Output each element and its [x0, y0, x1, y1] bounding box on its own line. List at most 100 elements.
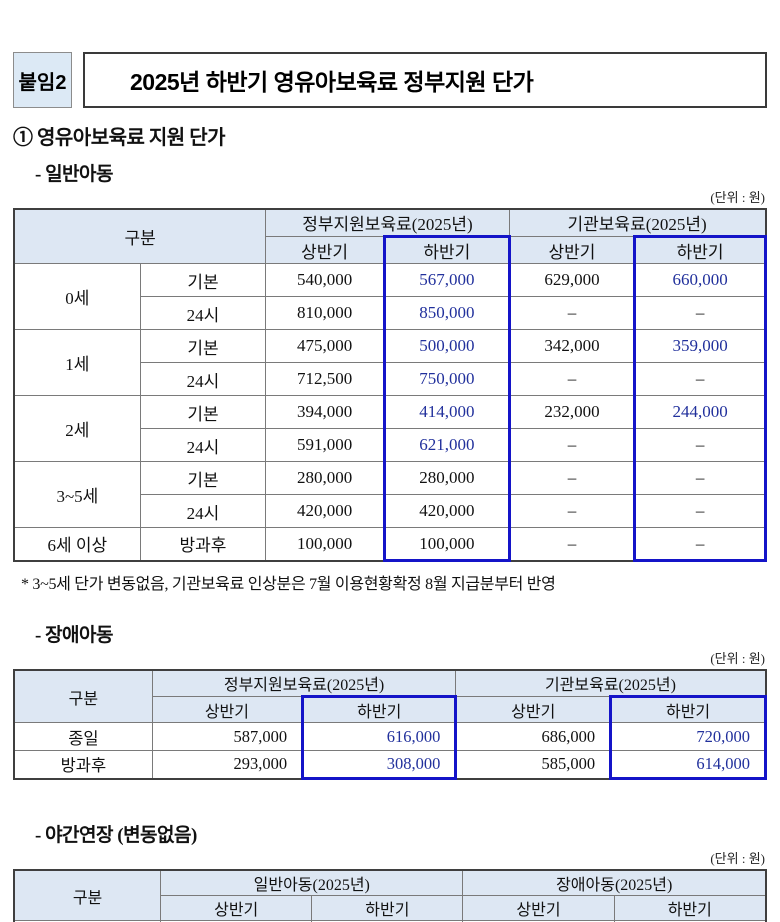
- value-cell: 5,000: [613, 920, 767, 922]
- column-header-first-half: 상반기: [265, 236, 385, 264]
- type-cell: 기본: [139, 395, 267, 429]
- column-header-second-half: 하반기: [311, 895, 464, 921]
- value-cell: 500,000: [382, 329, 511, 363]
- subheading-general-children: - 일반아동: [35, 164, 114, 185]
- value-cell: –: [508, 362, 636, 396]
- value-cell: 420,000: [382, 494, 511, 528]
- column-header-first-half: 상반기: [151, 696, 304, 723]
- document-title: 2025년 하반기 영유아보육료 정부지원 단가: [83, 52, 767, 108]
- value-cell: –: [508, 296, 636, 330]
- type-cell: 기본: [139, 461, 267, 495]
- table-footnote: * 3~5세 단가 변동없음, 기관보육료 인상분은 7월 이용현황확정 8월 …: [21, 576, 556, 593]
- table-row: 3~5세 기본 280,000 280,000 – –: [13, 461, 767, 528]
- value-cell: 100,000: [265, 527, 385, 561]
- unit-label: (단위 : 원): [710, 851, 765, 866]
- column-header-first-half: 상반기: [508, 236, 636, 264]
- age-cell: 0세: [13, 263, 141, 330]
- subheading-night-extension: - 야간연장 (변동없음): [35, 825, 197, 846]
- type-cell: 24시: [139, 296, 267, 330]
- value-cell: 750,000: [382, 362, 511, 396]
- value-cell: 414,000: [382, 395, 511, 429]
- table-disabled-children: 구분 정부지원보육료(2025년) 기관보육료(2025년) 상반기 하반기 상…: [13, 669, 767, 780]
- table-night-extension: 구분 일반아동(2025년) 장애아동(2025년) 상반기 하반기 상반기 하…: [13, 869, 767, 922]
- subheading-disabled-children: - 장애아동: [35, 625, 114, 646]
- type-cell: 기본: [139, 263, 267, 297]
- type-cell: 24시: [139, 362, 267, 396]
- attachment-badge: 붙임2: [13, 52, 72, 108]
- table-row: 24시 712,500 750,000 – –: [14, 362, 767, 396]
- column-header-category: 구분: [13, 669, 153, 723]
- value-cell: 540,000: [265, 263, 385, 297]
- value-cell: 621,000: [382, 428, 511, 462]
- column-group-general-children: 일반아동(2025년): [160, 869, 464, 896]
- column-group-institution-fee: 기관보육료(2025년): [508, 208, 767, 237]
- value-cell: 850,000: [382, 296, 511, 330]
- value-cell: –: [508, 461, 636, 495]
- value-cell: 308,000: [301, 750, 458, 780]
- value-cell: 686,000: [455, 722, 612, 751]
- type-cell: 24시: [139, 428, 267, 462]
- value-cell: 616,000: [301, 722, 458, 751]
- category-cell: 종일: [13, 722, 153, 751]
- age-cell: 2세: [13, 395, 141, 462]
- value-cell: 660,000: [633, 263, 767, 297]
- column-group-institution-fee: 기관보육료(2025년): [455, 669, 766, 697]
- value-cell: 280,000: [265, 461, 385, 495]
- value-cell: –: [633, 362, 767, 396]
- value-cell: –: [633, 461, 767, 495]
- value-cell: 591,000: [265, 428, 385, 462]
- section-heading: ① 영유아보육료 지원 단가: [13, 127, 226, 149]
- value-cell: 585,000: [455, 750, 612, 779]
- table-row: 24시 591,000 621,000 – –: [14, 428, 767, 462]
- value-cell: 420,000: [265, 494, 385, 528]
- value-cell: 293,000: [151, 750, 304, 779]
- table-row: 2세 기본 394,000 414,000 232,000 244,000: [13, 395, 767, 462]
- column-header-second-half: 하반기: [382, 235, 511, 264]
- value-cell: 359,000: [633, 329, 767, 363]
- table-row: 1세 기본 475,000 500,000 342,000 359,000: [13, 329, 767, 396]
- category-cell: 방과후: [13, 750, 153, 779]
- value-cell: –: [633, 296, 767, 330]
- column-header-first-half: 상반기: [462, 895, 615, 921]
- age-cell: 6세 이상: [13, 527, 141, 561]
- document-header: 붙임2 2025년 하반기 영유아보육료 정부지원 단가: [13, 52, 767, 108]
- value-cell: 244,000: [633, 395, 767, 429]
- value-cell: –: [633, 527, 767, 562]
- value-cell: 232,000: [508, 395, 636, 429]
- column-header-second-half: 하반기: [301, 695, 458, 723]
- value-cell: 587,000: [151, 722, 304, 751]
- value-cell: –: [508, 494, 636, 528]
- value-cell: 342,000: [508, 329, 636, 363]
- value-cell: –: [633, 428, 767, 462]
- column-header-first-half: 상반기: [455, 696, 612, 723]
- table-row: 종일 587,000 616,000 686,000 720,000: [13, 722, 767, 751]
- column-header-category: 구분: [13, 869, 162, 921]
- value-cell: 475,000: [265, 329, 385, 363]
- type-cell: 기본: [139, 329, 267, 363]
- column-header-first-half: 상반기: [160, 895, 313, 921]
- table-row: 6세 이상 방과후 100,000 100,000 – –: [13, 527, 767, 562]
- column-group-disabled-children: 장애아동(2025년): [462, 869, 767, 896]
- age-cell: 3~5세: [13, 461, 141, 528]
- value-cell: 712,500: [265, 362, 385, 396]
- value-cell: 629,000: [508, 263, 636, 297]
- table-row: 24시 810,000 850,000 – –: [14, 296, 767, 330]
- type-cell: 방과후: [139, 527, 267, 561]
- unit-label: (단위 : 원): [710, 651, 765, 666]
- column-header-category: 구분: [13, 208, 267, 264]
- type-cell: 24시: [139, 494, 267, 528]
- column-group-gov-subsidy: 정부지원보육료(2025년): [265, 208, 510, 237]
- value-cell: 394,000: [265, 395, 385, 429]
- value-cell: –: [508, 428, 636, 462]
- value-cell: 720,000: [609, 722, 767, 751]
- column-header-second-half: 하반기: [613, 895, 767, 921]
- value-cell: 810,000: [265, 296, 385, 330]
- column-header-second-half: 하반기: [633, 235, 767, 264]
- unit-label: (단위 : 원): [710, 190, 765, 205]
- value-cell: –: [633, 494, 767, 528]
- value-cell: 614,000: [609, 750, 767, 780]
- value-cell: –: [508, 527, 636, 561]
- table-row: 0세 기본 540,000 567,000 629,000 660,000: [13, 263, 767, 330]
- age-cell: 1세: [13, 329, 141, 396]
